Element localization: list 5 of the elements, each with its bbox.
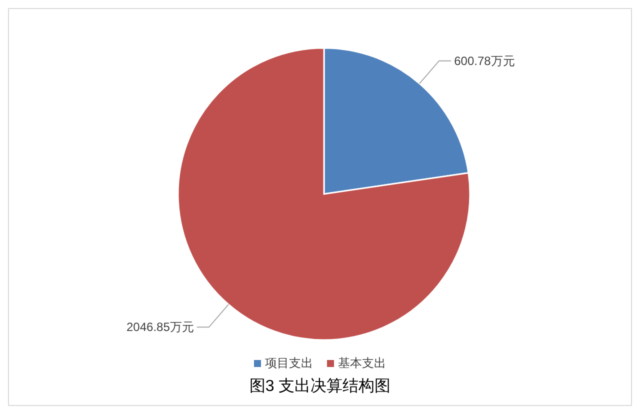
data-label: 2046.85万元 [126, 320, 194, 334]
data-label: 600.78万元 [454, 54, 515, 68]
text: 图3 支出决算结构图 [248, 376, 392, 397]
legend-label: 项目支出 [264, 355, 313, 372]
legend-label: 基本支出 [337, 355, 386, 372]
